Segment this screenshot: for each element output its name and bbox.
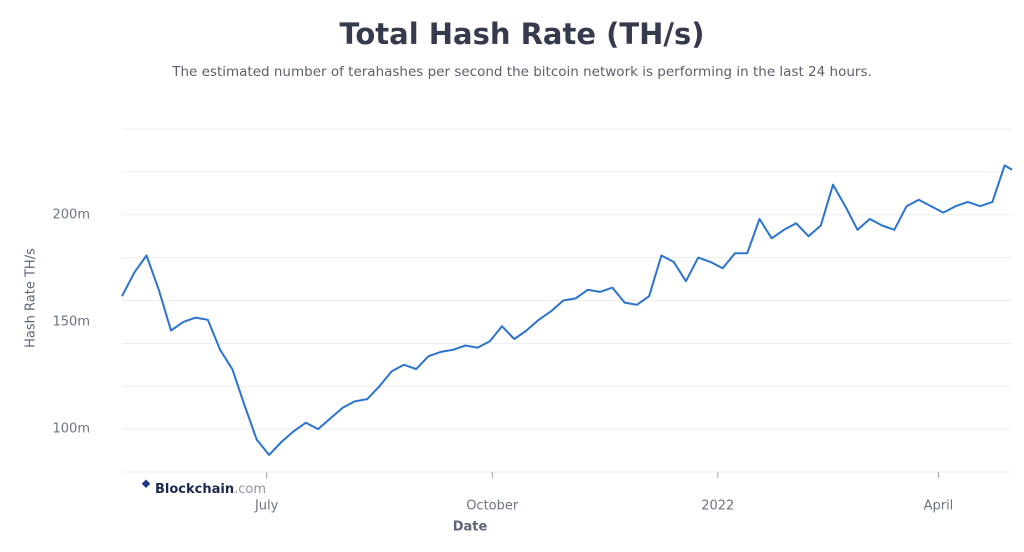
watermark-logo [141,479,151,489]
watermark: Blockchain.com [141,479,266,497]
x-tick-label: July [254,499,279,514]
y-tick-label: 100m [53,422,90,437]
chart-title: Total Hash Rate (TH/s) [339,17,704,51]
x-tick-label: 2022 [701,499,734,514]
y-tick-label: 200m [53,207,90,222]
chart-subtitle: The estimated number of terahashes per s… [171,64,872,80]
watermark-brand-text: Blockchain [155,482,234,497]
y-axis-label: Hash Rate TH/s [24,248,39,348]
watermark-brand: Blockchain.com [155,482,266,497]
x-axis-label: Date [453,520,488,535]
watermark-suffix: .com [234,482,266,497]
x-tick-label: October [466,499,519,514]
y-tick-label: 150m [53,314,90,329]
data-line [121,164,1013,456]
x-tick-label: April [924,499,954,514]
